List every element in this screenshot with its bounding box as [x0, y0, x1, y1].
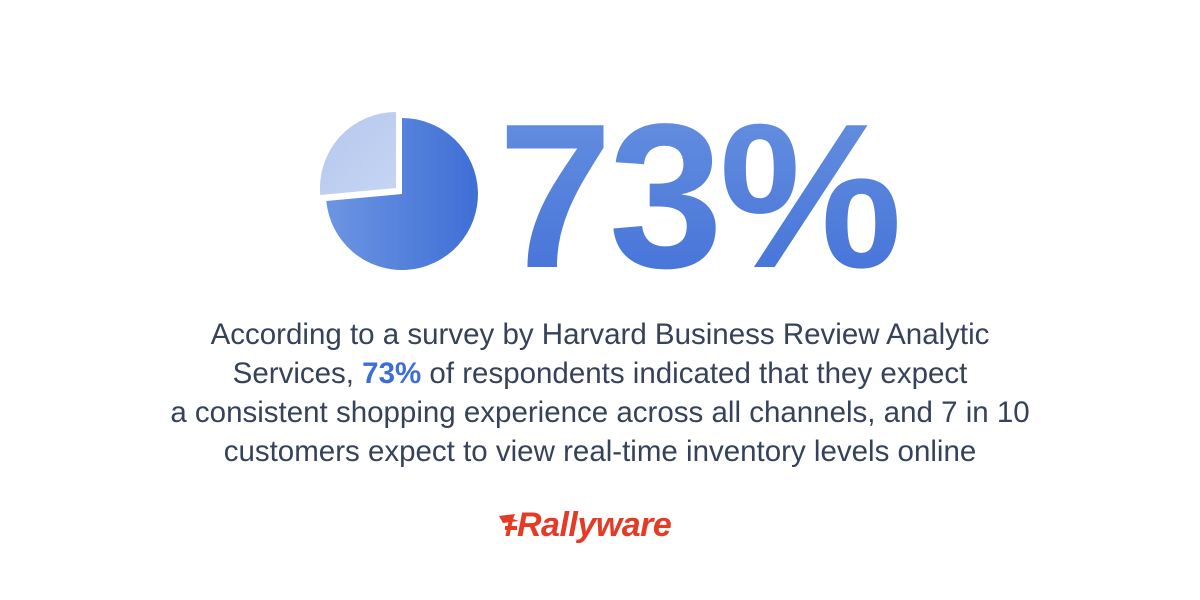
pie-chart-icon: [320, 112, 478, 270]
description-line-4: customers expect to view real-time inven…: [223, 435, 977, 468]
flag-icon: [499, 514, 519, 536]
description-line-1: According to a survey by Harvard Busines…: [210, 318, 990, 351]
pie-slice-minor: [320, 112, 396, 195]
rallyware-logo: Rallyware: [497, 505, 707, 545]
stat-description: According to a survey by Harvard Busines…: [0, 315, 1200, 471]
description-line-2-prefix: Services,: [232, 357, 363, 390]
description-line-2: Services, 73% of respondents indicated t…: [0, 354, 1200, 393]
description-line-2-suffix: of respondents indicated that they expec…: [421, 357, 968, 390]
pie-slice-major: [326, 118, 478, 270]
big-stat-value: 73%: [498, 81, 902, 311]
highlighted-stat: 73%: [362, 357, 422, 390]
brand-name: Rallyware: [517, 505, 672, 544]
description-line-3: a consistent shopping experience across …: [170, 396, 1030, 429]
